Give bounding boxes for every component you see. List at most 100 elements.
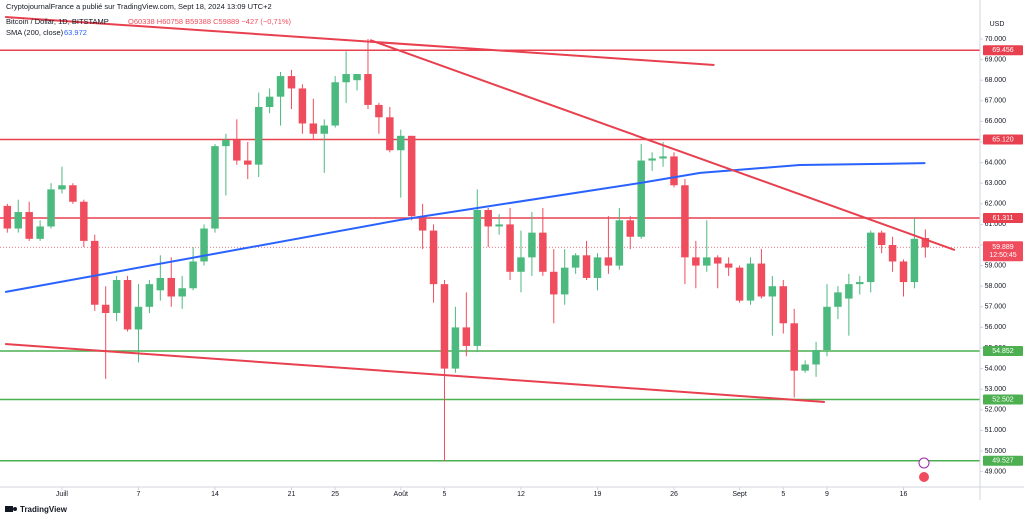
- candle-body: [856, 282, 864, 285]
- candle-body: [779, 286, 788, 324]
- candle-body: [364, 74, 372, 105]
- level-label: 52.502: [992, 396, 1014, 403]
- candle-body: [353, 74, 361, 81]
- level-label-box: [983, 212, 1023, 223]
- publish-info: CryptojournalFrance a publié sur Trading…: [6, 2, 272, 11]
- y-tick-label: 57.000: [985, 304, 1007, 311]
- candle-body: [254, 106, 263, 165]
- candle-body: [200, 228, 208, 262]
- candle-body: [298, 88, 307, 124]
- candle-body: [440, 284, 449, 369]
- x-tick-label: 21: [288, 491, 296, 498]
- candle-body: [550, 271, 558, 295]
- candle-body: [517, 257, 525, 272]
- candle-body: [473, 209, 482, 346]
- level-label-box: [983, 346, 1023, 357]
- candle-body: [123, 280, 132, 330]
- candle-body: [91, 240, 99, 305]
- level-label-box: [983, 394, 1023, 405]
- candle-body: [58, 185, 66, 190]
- candle-body: [768, 286, 777, 297]
- plot-area: [0, 16, 980, 462]
- y-tick-label: 68.000: [985, 77, 1007, 84]
- candle-body: [877, 232, 886, 245]
- candle-body: [626, 220, 635, 237]
- y-tick-label: 58.000: [985, 283, 1007, 290]
- candle-body: [593, 257, 602, 278]
- candle-body: [845, 284, 853, 299]
- candle-body: [866, 232, 875, 283]
- currency: USD: [990, 21, 1005, 28]
- footer: TradingView: [20, 505, 68, 514]
- candle-body: [735, 267, 744, 301]
- x-tick-label: 26: [670, 491, 678, 498]
- candle-body: [648, 158, 656, 161]
- candle-body: [571, 255, 580, 268]
- x-tick-label: Sept: [732, 491, 746, 498]
- candle-body: [615, 220, 624, 266]
- candle-body: [746, 263, 755, 301]
- candle-body: [134, 306, 143, 330]
- candle-body: [659, 156, 667, 159]
- y-tick-label: 61.000: [985, 221, 1007, 228]
- candle-body: [375, 104, 383, 118]
- candle-body: [462, 327, 471, 346]
- candle-body: [3, 205, 12, 229]
- candle-body: [429, 230, 438, 285]
- y-tick-label: 56.000: [985, 324, 1007, 331]
- y-tick-label: 49.000: [985, 468, 1007, 475]
- logo: [5, 506, 17, 512]
- candle-body: [189, 261, 197, 289]
- level-label: 65.120: [992, 136, 1014, 143]
- level-label: 49.527: [992, 458, 1014, 465]
- ohlc: O60338 H60758 B59388 C59889 −427 (−0,71%…: [128, 17, 292, 26]
- x-tick-label: 16: [900, 491, 908, 498]
- candle-body: [276, 76, 285, 97]
- x-tick-label: 5: [443, 491, 447, 498]
- y-tick-label: 66.000: [985, 118, 1007, 125]
- level-label-box: [983, 45, 1023, 56]
- candle-body: [823, 306, 831, 351]
- candle-body: [604, 257, 613, 266]
- x-tick-label: 25: [331, 491, 339, 498]
- candle-body: [692, 257, 700, 266]
- x-tick-label: 9: [825, 491, 829, 498]
- y-tick-label: 59.000: [985, 262, 1007, 269]
- y-tick-label: 50.000: [985, 448, 1007, 455]
- candle-body: [910, 238, 919, 283]
- candle-body: [156, 277, 165, 291]
- x-tick-label: 14: [211, 491, 219, 498]
- level-label: 69.456: [992, 47, 1014, 54]
- candle-body: [101, 304, 110, 313]
- candle-body: [112, 280, 121, 313]
- candle-body: [309, 123, 318, 134]
- level-label: 54.852: [992, 348, 1014, 355]
- candle-body: [812, 350, 820, 365]
- candle-body: [331, 82, 339, 126]
- level-label: 61.311: [993, 215, 1014, 222]
- x-tick-label: 5: [781, 491, 785, 498]
- candle-body: [834, 292, 842, 307]
- candle-body: [25, 212, 33, 239]
- candle-body: [560, 267, 569, 295]
- x-tick-label: 7: [137, 491, 141, 498]
- candle-body: [233, 139, 241, 161]
- candle-body: [539, 232, 547, 272]
- candle-body: [222, 139, 230, 147]
- level-label-box: [983, 455, 1023, 466]
- candle-body: [724, 263, 733, 268]
- trendline: [5, 343, 825, 403]
- y-tick-label: 54.000: [985, 365, 1007, 372]
- x-tick-label: Août: [394, 491, 408, 498]
- candle-body: [528, 232, 536, 258]
- candle-body: [790, 323, 798, 371]
- candle-body: [451, 327, 460, 369]
- candle-body: [713, 257, 722, 264]
- y-tick-label: 69.000: [985, 56, 1007, 63]
- candle-body: [703, 257, 711, 266]
- x-tick-label: 12: [517, 491, 525, 498]
- last-price-label: 59.889: [992, 244, 1014, 251]
- y-tick-label: 53.000: [985, 386, 1007, 393]
- y-tick-label: 64.000: [985, 159, 1007, 166]
